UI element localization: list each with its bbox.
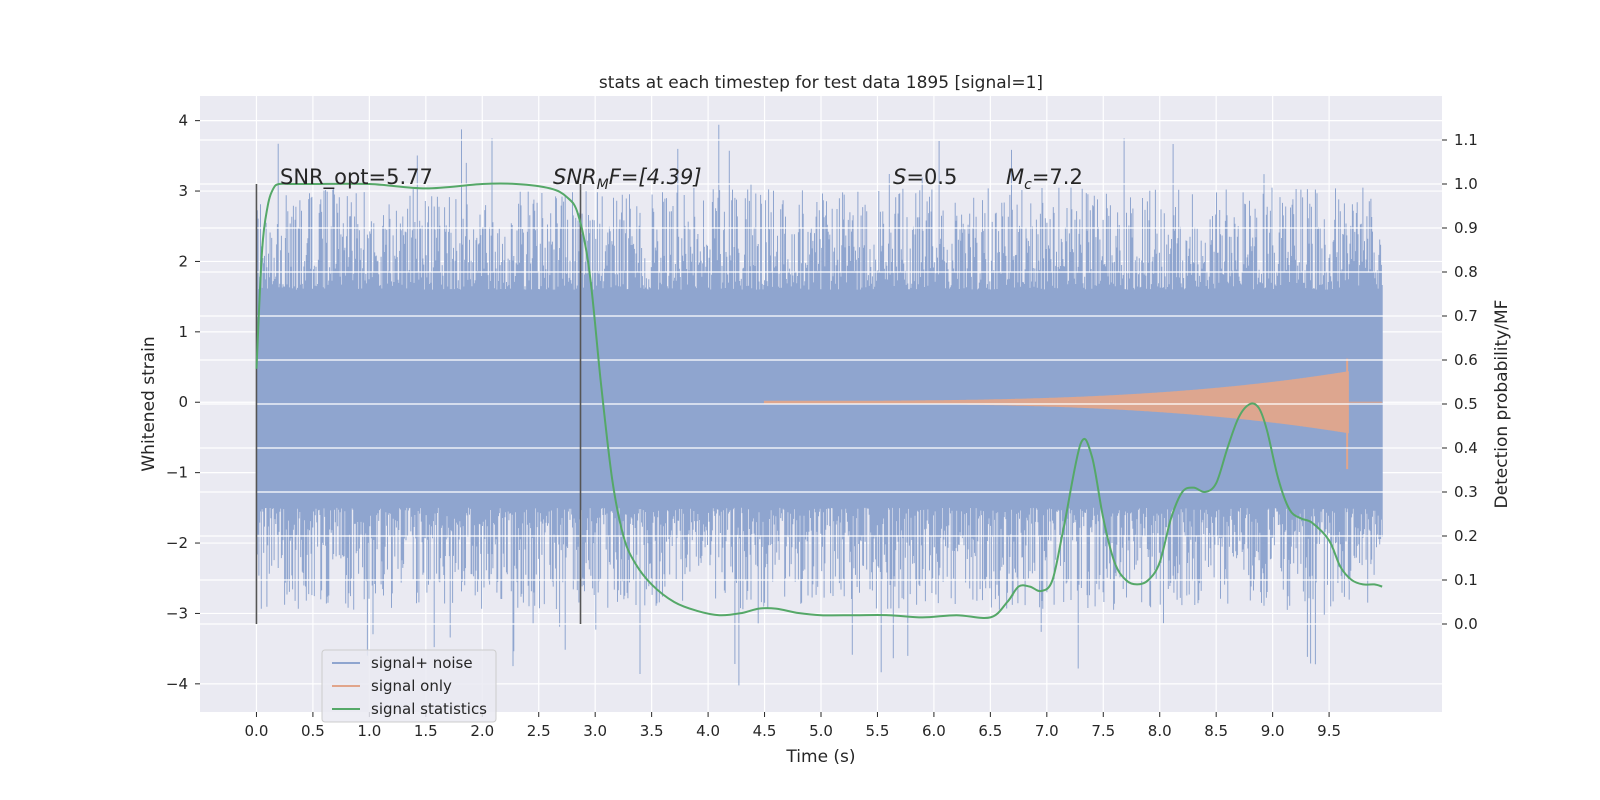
annotation-snr-mf: SNRMF=[4.39]	[553, 165, 702, 193]
y-right-tick-label: 0.2	[1454, 527, 1478, 545]
legend-label-signal-statistics: signal statistics	[371, 700, 487, 718]
snr-mf-value: F=[4.39]	[609, 165, 702, 189]
y-right-tick-label: 0.1	[1454, 571, 1478, 589]
x-tick-label: 6.5	[978, 722, 1002, 740]
x-tick-label: 9.5	[1317, 722, 1341, 740]
x-tick-label: 3.5	[640, 722, 664, 740]
s-symbol: S	[893, 165, 906, 189]
y-right-tick-label: 1.1	[1454, 131, 1478, 149]
x-tick-label: 8.5	[1204, 722, 1228, 740]
y-tick-label: −3	[166, 604, 188, 622]
snr-mf-subscript: M	[597, 177, 609, 193]
y-right-tick-label: 0.4	[1454, 439, 1478, 457]
legend-label-signal-only: signal only	[371, 677, 452, 695]
x-tick-label: 7.5	[1091, 722, 1115, 740]
y-tick-label: 2	[178, 252, 188, 270]
y-tick-label: −2	[166, 534, 188, 552]
y-right-tick-label: 0.7	[1454, 307, 1478, 325]
s-value: =0.5	[906, 165, 957, 189]
x-tick-label: 9.0	[1261, 722, 1285, 740]
y-right-tick-label: 0.6	[1454, 351, 1478, 369]
x-tick-label: 2.5	[527, 722, 551, 740]
x-tick-label: 7.0	[1035, 722, 1059, 740]
right-grid	[200, 139, 1442, 625]
y-tick-label: 1	[178, 323, 188, 341]
x-tick-label: 2.0	[470, 722, 494, 740]
annotation-mc: Mc=7.2	[1006, 165, 1083, 193]
statistics-line	[255, 182, 1383, 619]
x-tick-label: 1.0	[357, 722, 381, 740]
x-tick-label: 3.0	[583, 722, 607, 740]
mc-symbol: M	[1006, 165, 1024, 189]
x-tick-label: 5.0	[809, 722, 833, 740]
signal-statistics-series	[255, 182, 1383, 619]
x-ticks: 0.0 0.5 1.0 1.5 2.0 2.5 3.0 3.5 4.0 4.5 5.0 5.5 6.0 6…	[245, 712, 1341, 740]
x-tick-label: 5.5	[866, 722, 890, 740]
mc-value: =7.2	[1032, 165, 1083, 189]
y-tick-label: 3	[178, 182, 188, 200]
annotation-s: S=0.5	[893, 165, 957, 189]
y-axis-title-left: Whitened strain	[139, 336, 159, 471]
y-tick-label: −1	[166, 464, 188, 482]
legend: signal+ noise signal only signal statist…	[321, 649, 497, 723]
marker-lines	[255, 184, 582, 624]
x-axis-title: Time (s)	[785, 747, 855, 767]
y-axis-title-right: Detection probability/MF	[1492, 300, 1512, 509]
snr-mf-symbol: SNR	[553, 165, 597, 189]
y-tick-label: 0	[178, 393, 188, 411]
y-ticks-right: 1.1 1.0 0.9 0.8 0.7 0.6 0.5 0.4 0.3 0.2 0.1 0.0	[1442, 131, 1478, 633]
y-tick-label: 4	[178, 112, 188, 130]
chart-title: stats at each timestep for test data 189…	[599, 73, 1043, 93]
y-right-tick-label: 0.8	[1454, 263, 1478, 281]
x-tick-label: 4.0	[696, 722, 720, 740]
mc-subscript: c	[1024, 177, 1032, 193]
y-right-tick-label: 0.3	[1454, 483, 1478, 501]
annotation-snr-opt: SNR_opt=5.77	[280, 165, 433, 190]
y-ticks-left: 4 3 2 1 0 −1 −2 −3 −4	[166, 112, 200, 693]
legend-box	[321, 649, 497, 723]
signal-only-series	[763, 358, 1383, 470]
x-tick-label: 8.0	[1148, 722, 1172, 740]
y-right-tick-label: 1.0	[1454, 175, 1478, 193]
y-right-tick-label: 0.5	[1454, 395, 1478, 413]
y-right-tick-label: 0.0	[1454, 615, 1478, 633]
x-tick-label: 4.5	[753, 722, 777, 740]
x-tick-label: 0.0	[245, 722, 269, 740]
x-tick-label: 6.0	[922, 722, 946, 740]
x-tick-label: 0.5	[301, 722, 325, 740]
y-right-tick-label: 0.9	[1454, 219, 1478, 237]
x-tick-label: 1.5	[414, 722, 438, 740]
legend-label-signal-noise: signal+ noise	[371, 654, 473, 672]
y-tick-label: −4	[166, 675, 188, 693]
chirp-trace	[763, 371, 1349, 434]
